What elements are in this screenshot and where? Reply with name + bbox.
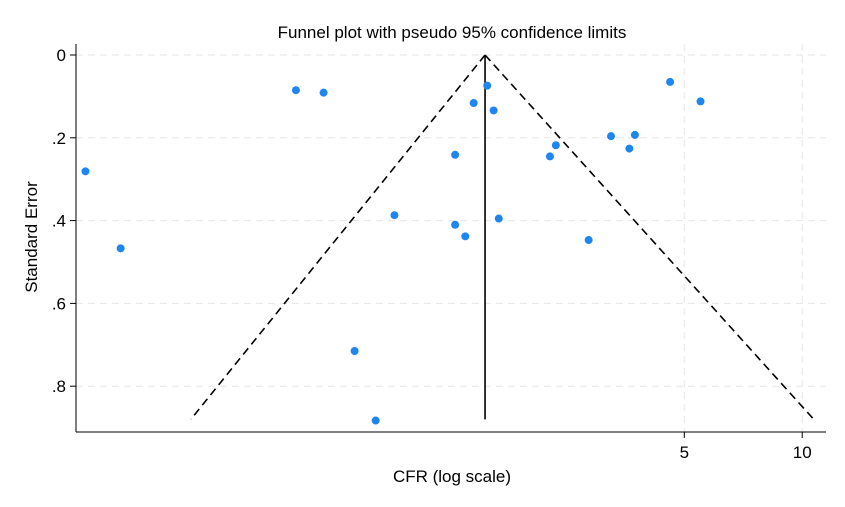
data-point	[489, 106, 498, 115]
data-point	[545, 152, 554, 161]
y-axis-label: Standard Error	[22, 181, 41, 293]
data-point	[625, 144, 634, 153]
data-point	[291, 86, 300, 95]
y-tick-label: 0	[57, 46, 66, 65]
data-point	[666, 77, 675, 86]
data-point	[350, 347, 359, 356]
y-tick-label: .4	[52, 212, 66, 231]
points-layer	[81, 77, 705, 425]
data-point	[551, 141, 560, 150]
data-point	[696, 97, 705, 106]
y-tick-label: .8	[52, 377, 66, 396]
axes-layer	[75, 44, 826, 433]
x-tick-label: 5	[680, 443, 689, 462]
funnel-layer	[190, 54, 815, 420]
data-point	[630, 130, 639, 139]
data-point	[483, 81, 492, 90]
data-point	[451, 220, 460, 229]
data-point	[494, 214, 503, 223]
y-tick-label: .6	[52, 294, 66, 313]
data-point	[469, 99, 478, 108]
data-point	[81, 167, 90, 176]
data-point	[319, 88, 328, 97]
x-axis-label: CFR (log scale)	[393, 467, 511, 486]
data-point	[116, 244, 125, 253]
x-tick-label: 10	[793, 443, 812, 462]
data-point	[584, 236, 593, 245]
funnel-left-limit-line	[190, 54, 486, 420]
funnel-right-limit-line	[484, 54, 815, 420]
data-point	[390, 211, 399, 220]
y-tick-label: .2	[52, 129, 66, 148]
chart-title: Funnel plot with pseudo 95% confidence l…	[278, 23, 627, 42]
data-point	[451, 150, 460, 159]
data-point	[461, 232, 470, 241]
grid-layer	[76, 44, 826, 432]
data-point	[607, 132, 616, 141]
ticks-layer: 0 .2 .4 .6 .8 5 10	[52, 46, 812, 462]
data-point	[371, 416, 380, 425]
